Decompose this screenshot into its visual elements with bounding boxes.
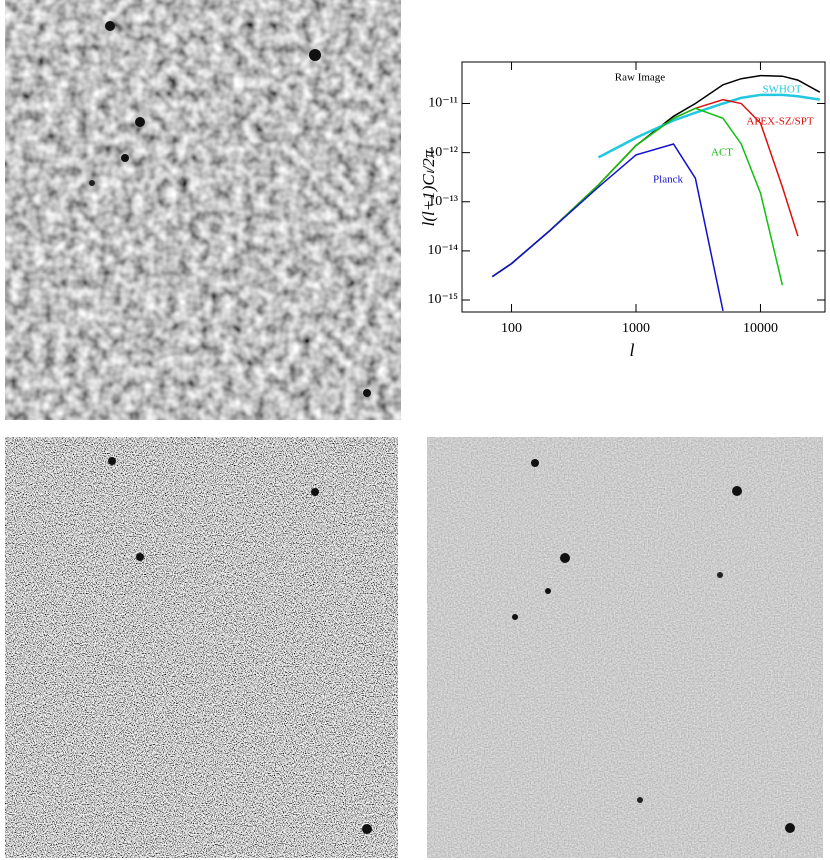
plot-frame xyxy=(461,61,826,313)
x-tick-label: 100 xyxy=(501,321,522,336)
image-top-left xyxy=(5,0,401,420)
x-tick-label: 10000 xyxy=(743,321,778,336)
series-label: Planck xyxy=(653,174,683,186)
image-bottom-right xyxy=(427,437,823,858)
series-label: APEX-SZ/SPT xyxy=(746,116,814,128)
y-tick-label: 10⁻¹⁵ xyxy=(428,292,459,307)
series-label: ACT xyxy=(711,147,733,159)
y-tick-label: 10⁻¹⁴ xyxy=(428,243,459,258)
image-bottom-left xyxy=(5,437,398,858)
x-axis-label: l xyxy=(629,340,634,360)
y-tick-label: 10⁻¹² xyxy=(428,145,458,160)
series-label: Raw Image xyxy=(615,72,666,84)
series-line xyxy=(491,107,784,286)
y-tick-label: 10⁻¹³ xyxy=(428,194,458,209)
plot: 100 1000 10000 10⁻¹⁵ 10⁻¹⁴ 10⁻¹³ 10⁻¹² 10⁻¹¹ Raw… xyxy=(428,62,825,336)
series-label: SWHOT xyxy=(762,84,801,96)
x-tick-label: 1000 xyxy=(622,321,650,336)
series-line xyxy=(597,93,820,159)
y-axis-label: l(l+1)Cₗ/2π xyxy=(419,149,438,226)
y-tick-label: 10⁻¹¹ xyxy=(428,96,458,111)
series-line xyxy=(491,143,724,312)
